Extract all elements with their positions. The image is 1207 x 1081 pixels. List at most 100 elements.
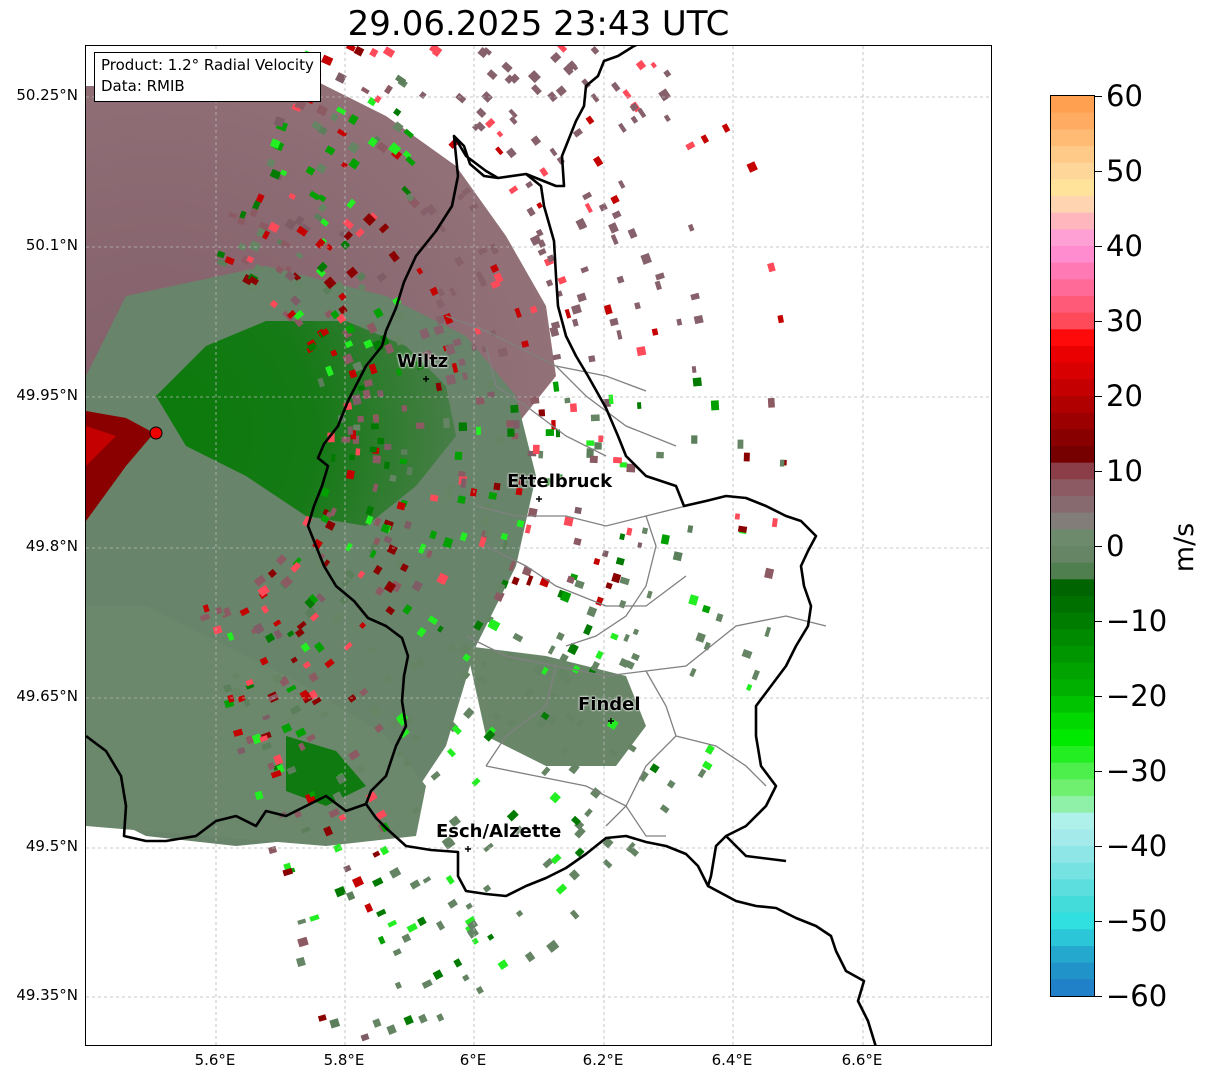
colorbar-band [1051,779,1094,797]
radar-gate [294,215,305,226]
colorbar-tick-label: 30 [1106,304,1143,338]
colorbar-band [1051,262,1094,280]
radar-gate [384,84,393,95]
chart-title: 29.06.2025 23:43 UTC [347,4,730,44]
radar-gate [253,574,267,587]
radar-gate [249,207,259,218]
radar-gate [415,360,425,370]
radar-gate [284,218,297,231]
lon-tick-label: 6°E [459,1051,487,1069]
radar-gate [280,169,288,177]
radar-gate [330,454,336,463]
radar-gate [406,922,418,933]
city-markers [423,376,614,852]
radar-gate [237,217,246,226]
radar-gate [351,394,362,406]
colorbar-band [1051,679,1094,697]
colorbar-band [1051,962,1094,980]
radar-gate [539,167,549,177]
radar-gate [476,426,481,435]
data-source-label: Data: RMIB [101,77,185,95]
radar-gate [328,808,340,819]
radar-gate [571,815,581,826]
radar-gate [355,227,365,238]
colorbar-band [1051,112,1094,130]
radar-gate [477,674,488,685]
radar-gate [315,238,326,249]
radar-gate [626,527,633,536]
radar-gate [508,560,516,572]
radar-gate [692,377,702,387]
radar-gate [611,210,622,220]
radar-gate [382,46,396,58]
colorbar-band [1051,446,1094,464]
radar-gate [316,104,329,117]
radar-gate [253,622,265,635]
radar-gate [689,667,697,678]
radar-gate [339,596,348,605]
radar-gate [566,575,576,584]
radar-gate [436,1013,445,1022]
radar-gate [376,908,387,918]
colorbar-tick-label: 0 [1106,529,1125,563]
radar-gate [573,537,582,546]
radar-gate [496,130,504,138]
radar-gate [626,743,637,753]
radar-gate [550,853,562,865]
radar-gate [484,529,491,538]
radar-gate [369,549,377,559]
radar-gate [368,645,377,654]
radar-gate [622,89,632,100]
radar-gate [660,534,670,545]
radar-gate [461,670,471,680]
radar-gate [524,951,536,963]
radar-gate [552,381,560,392]
radar-gate [275,265,285,275]
radar-gate [402,758,412,768]
radar-site-marker[interactable] [149,426,163,440]
radar-gate [318,194,327,203]
radar-map[interactable]: Product: 1.2° Radial Velocity Data: RMIB… [85,45,992,1046]
radar-gate [300,642,311,653]
radar-gate [359,621,367,629]
radar-gate [547,645,556,655]
radar-gate [533,664,544,677]
radar-gate [626,463,636,473]
radar-gate [436,625,444,633]
radar-gate [608,222,619,234]
radar-gate [338,813,347,822]
radar-gate [412,806,420,814]
radar-gate [280,239,291,249]
outbound-velocity-core [86,411,154,521]
colorbar-tick-label: 10 [1106,454,1143,488]
radar-gate [376,272,387,283]
radar-gate [400,449,408,456]
radar-gate [259,734,269,743]
radar-gate [451,724,462,735]
radar-gate [338,292,347,301]
radar-gate [327,432,335,443]
radar-gate [392,121,404,133]
national-borders [86,46,877,1045]
colorbar-band [1051,979,1094,996]
radar-gate [477,246,488,256]
radar-gate [394,335,404,346]
radar-gate [646,590,653,599]
radar-gate [546,713,558,726]
lat-tick-label: 50.25°N [16,86,78,104]
radar-gate [777,314,785,324]
radar-gate [395,74,407,85]
radar-gate [369,47,379,58]
radar-gate [546,939,560,953]
radar-gate [387,919,398,928]
radar-gate [320,218,330,227]
radar-gate [497,959,509,970]
radar-gate [392,948,402,957]
radar-gate [232,672,240,680]
radar-gate [649,763,660,774]
radar-gate [687,223,695,232]
radar-gate [267,693,279,702]
radar-gate [403,128,414,139]
radar-gate [301,826,311,834]
radar-gate [557,474,563,481]
